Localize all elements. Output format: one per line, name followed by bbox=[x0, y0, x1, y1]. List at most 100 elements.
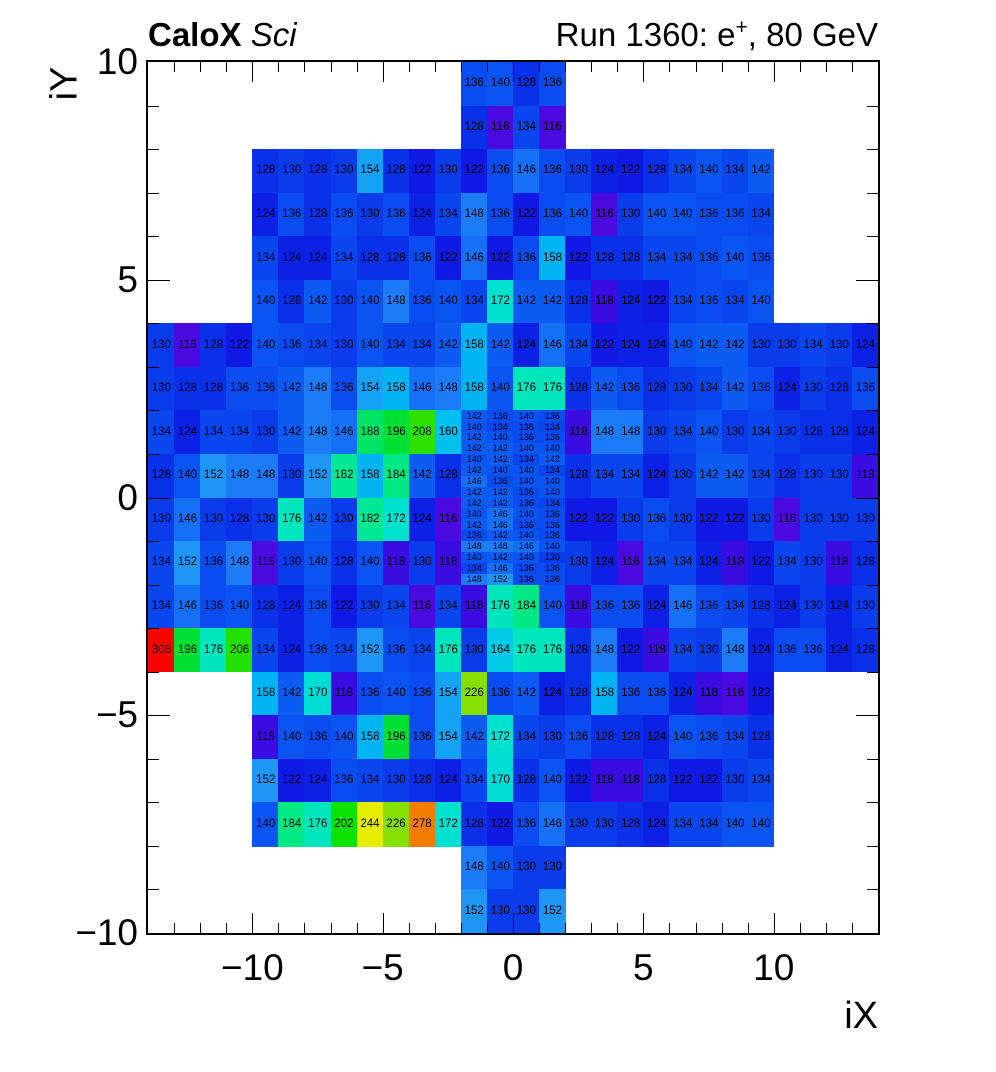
heatmap-cell: 122 bbox=[278, 758, 306, 804]
axis-tick bbox=[148, 628, 159, 630]
heatmap-cell: 134 bbox=[669, 410, 697, 455]
heatmap-cell: 130 bbox=[278, 541, 306, 586]
heatmap-cell: 148 bbox=[382, 279, 410, 324]
heatmap-cell: 130 bbox=[721, 410, 749, 455]
axis-tick bbox=[617, 923, 619, 933]
axis-tick bbox=[148, 279, 170, 281]
heatmap-cell: 130 bbox=[747, 497, 775, 542]
heatmap-cell: 128 bbox=[773, 453, 801, 499]
heatmap-cell: 140 bbox=[747, 802, 775, 847]
heatmap-cell: 134 bbox=[252, 236, 280, 281]
heatmap-cell: 134 bbox=[513, 715, 540, 760]
heatmap-cell: 128 bbox=[591, 715, 618, 760]
heatmap-cell: 136 bbox=[513, 802, 540, 847]
heatmap-cell: 140 bbox=[669, 715, 697, 760]
heatmap-cell: 130 bbox=[825, 453, 853, 499]
heatmap-cell: 122 bbox=[460, 149, 488, 194]
heatmap-cell: 118 bbox=[591, 279, 618, 324]
heatmap-subcell: 142 bbox=[486, 486, 514, 499]
heatmap-cell: 148 bbox=[304, 366, 332, 412]
heatmap-cell: 134 bbox=[330, 236, 358, 281]
heatmap-cell: 122 bbox=[669, 758, 697, 804]
heatmap-cell: 136 bbox=[278, 323, 306, 368]
axis-tick bbox=[460, 923, 462, 933]
heatmap-cell: 164 bbox=[486, 628, 514, 673]
heatmap-cell: 128 bbox=[382, 236, 410, 281]
heatmap-cell: 134 bbox=[148, 541, 175, 586]
heatmap-subcell: 142 bbox=[486, 453, 514, 466]
heatmap-cell: 142 bbox=[434, 323, 462, 368]
heatmap-cell: 140 bbox=[356, 541, 384, 586]
heatmap-cell: 134 bbox=[747, 192, 775, 237]
heatmap-cell: 130 bbox=[799, 366, 827, 412]
heatmap-cell: 146 bbox=[174, 584, 201, 629]
plot-title-right: Run 1360: e+, 80 GeV bbox=[555, 16, 878, 53]
heatmap-cell: 136 bbox=[565, 715, 592, 760]
axis-tick bbox=[174, 923, 176, 933]
heatmap-cell: 158 bbox=[356, 453, 384, 499]
heatmap-cell: 130 bbox=[669, 453, 697, 499]
heatmap-subcell: 140 bbox=[539, 443, 566, 455]
heatmap-cell: 176 bbox=[539, 628, 566, 673]
axis-tick bbox=[799, 62, 801, 72]
heatmap-cell: 142 bbox=[721, 453, 749, 499]
heatmap-cell: 128 bbox=[617, 236, 645, 281]
heatmap-cell: 146 bbox=[174, 497, 201, 542]
heatmap-cell: 130 bbox=[513, 845, 540, 891]
axis-tick bbox=[867, 584, 878, 586]
heatmap-cell: 130 bbox=[278, 453, 306, 499]
heatmap-cell: 130 bbox=[643, 410, 671, 455]
heatmap-cell: 124 bbox=[304, 236, 332, 281]
heatmap-cell: 128 bbox=[617, 715, 645, 760]
heatmap-cell: 136 bbox=[617, 671, 645, 716]
heatmap-cell: 140 bbox=[434, 279, 462, 324]
heatmap-cell: 124 bbox=[304, 758, 332, 804]
heatmap-cell: 134 bbox=[460, 758, 488, 804]
heatmap-cell: 136 bbox=[382, 192, 410, 237]
heatmap-cell: 130 bbox=[382, 758, 410, 804]
heatmap-subcell: 142 bbox=[460, 486, 488, 499]
heatmap-cell: 124 bbox=[617, 323, 645, 368]
axis-tick bbox=[513, 62, 514, 82]
heatmap-cell: 130 bbox=[356, 584, 384, 629]
axis-tick bbox=[747, 923, 749, 933]
heatmap-cell: 130 bbox=[460, 628, 488, 673]
heatmap-cell: 158 bbox=[382, 366, 410, 412]
heatmap-cell: 140 bbox=[252, 802, 280, 847]
heatmap-cell: 142 bbox=[486, 323, 514, 368]
heatmap-cell: 118 bbox=[695, 671, 723, 716]
heatmap-cell: 148 bbox=[226, 541, 253, 586]
heatmap-cell: 136 bbox=[486, 149, 514, 194]
heatmap-cell: 226 bbox=[460, 671, 488, 716]
heatmap-cell: 130 bbox=[330, 279, 358, 324]
heatmap-subcell: 136 bbox=[539, 530, 566, 542]
axis-tick bbox=[825, 923, 827, 933]
heatmap-cell: 184 bbox=[513, 584, 540, 629]
heatmap-cell: 116 bbox=[408, 584, 436, 629]
heatmap-cell: 140 bbox=[174, 453, 201, 499]
axis-tick bbox=[434, 62, 436, 72]
heatmap-cell: 136 bbox=[695, 192, 723, 237]
heatmap-cell: 124 bbox=[434, 758, 462, 804]
heatmap-cell: 134 bbox=[565, 323, 592, 368]
heatmap-cell: 146 bbox=[539, 323, 566, 368]
heatmap-cell: 128 bbox=[747, 715, 775, 760]
heatmap-cell: 128 bbox=[799, 410, 827, 455]
heatmap-cell: 142 bbox=[278, 410, 306, 455]
heatmap-cell: 140 bbox=[643, 192, 671, 237]
axis-tick bbox=[721, 62, 723, 72]
y-tick-label: 0 bbox=[117, 476, 138, 518]
heatmap-cell: 142 bbox=[539, 279, 566, 324]
heatmap-subcell: 148 bbox=[486, 541, 514, 553]
heatmap-cell: 118 bbox=[460, 584, 488, 629]
heatmap-cell: 140 bbox=[356, 279, 384, 324]
heatmap-subcell: 136 bbox=[539, 410, 566, 422]
axis-tick bbox=[867, 323, 878, 325]
heatmap-subcell: 140 bbox=[486, 464, 514, 477]
heatmap-cell: 158 bbox=[356, 715, 384, 760]
heatmap-subcell: 142 bbox=[460, 410, 488, 422]
heatmap-cell: 128 bbox=[565, 671, 592, 716]
heatmap-cell: 128 bbox=[278, 279, 306, 324]
heatmap-cell: 134 bbox=[643, 541, 671, 586]
